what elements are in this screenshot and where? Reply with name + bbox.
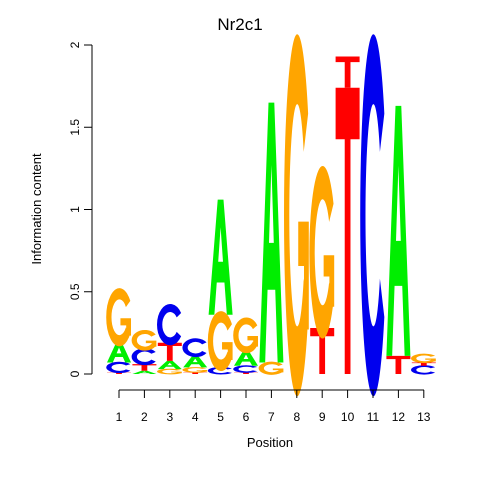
x-tick-label: 12 — [392, 410, 406, 424]
letter-t-pos-1 — [107, 372, 131, 374]
x-tick-label: 2 — [141, 410, 148, 424]
letter-c-pos-4 — [182, 338, 207, 358]
x-tick-label: 4 — [192, 410, 199, 424]
letter-c-pos-11 — [360, 34, 385, 396]
letter-t-pos-12 — [386, 355, 411, 374]
y-tick-label: 1.5 — [68, 119, 82, 136]
logo-letters — [106, 34, 436, 396]
x-tick-label: 3 — [166, 410, 173, 424]
x-tick-label: 6 — [243, 410, 250, 424]
y-axis-ticks: 0 0.5 1 1.5 2 — [68, 41, 92, 377]
letter-a-pos-6 — [234, 350, 258, 366]
letter-c-pos-3 — [157, 304, 182, 346]
letter-c-pos-6 — [233, 365, 258, 373]
letter-g-pos-2 — [131, 330, 157, 351]
x-axis-label: Position — [247, 435, 293, 450]
letter-a-pos-1 — [107, 342, 131, 363]
letter-g-pos-1 — [106, 288, 131, 347]
letter-t-pos-9 — [310, 327, 335, 374]
letter-t-pos-4 — [183, 372, 208, 374]
letter-a-pos-12 — [386, 105, 411, 356]
letter-c-pos-1 — [106, 361, 131, 374]
y-tick-label: 0.5 — [68, 283, 82, 300]
x-tick-label: 11 — [367, 410, 380, 424]
letter-g-pos-3 — [157, 368, 182, 375]
letter-t-pos-3 — [157, 342, 182, 361]
letter-t-pos-6 — [234, 372, 258, 374]
letter-g-pos-13 — [411, 353, 436, 364]
x-tick-label: 8 — [293, 410, 300, 424]
letter-c-pos-2 — [131, 348, 156, 366]
letter-c-pos-13 — [411, 365, 436, 375]
letter-g-pos-8 — [284, 34, 309, 396]
letter-g-pos-5 — [207, 311, 233, 372]
y-tick-label: 2 — [68, 41, 82, 48]
letter-g-pos-6 — [233, 317, 258, 354]
chart-title: Nr2c1 — [217, 15, 262, 34]
letter-t-pos-10 — [335, 87, 360, 375]
letter-g-pos-9 — [309, 166, 335, 339]
letter-a-pos-4 — [183, 355, 208, 368]
x-tick-label: 1 — [116, 410, 123, 424]
letter-t-pos-2 — [132, 364, 157, 371]
x-tick-label: 7 — [268, 410, 275, 424]
letter-a-pos-2 — [132, 370, 157, 374]
letter-a-pos-5 — [208, 199, 233, 315]
x-axis-ticks: 1 2 3 4 5 6 7 8 9 10 11 12 13 — [116, 390, 431, 424]
letter-t-pos-13 — [411, 362, 436, 366]
letter-t-pos-10 — [335, 56, 360, 88]
y-tick-label: 1 — [68, 206, 82, 213]
y-tick-label: 0 — [68, 370, 82, 377]
y-axis-label: Information content — [29, 153, 44, 265]
x-tick-label: 13 — [417, 410, 431, 424]
x-tick-label: 5 — [217, 410, 224, 424]
x-tick-label: 9 — [319, 410, 326, 424]
letter-g-pos-4 — [182, 367, 208, 373]
letter-g-pos-7 — [258, 361, 284, 375]
x-tick-label: 10 — [341, 410, 355, 424]
letter-a-pos-3 — [157, 360, 182, 370]
letter-a-pos-7 — [259, 102, 284, 363]
